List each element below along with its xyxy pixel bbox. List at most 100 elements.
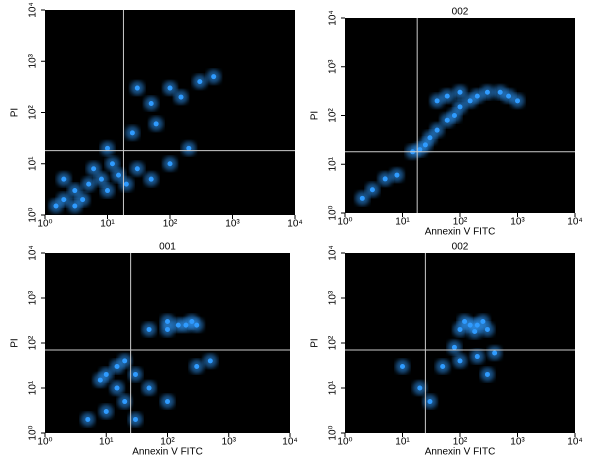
- y-tick-label: 10⁰: [28, 425, 39, 440]
- x-tick-label: 10²: [453, 437, 468, 448]
- event-point: [114, 385, 120, 391]
- event-point: [451, 344, 457, 350]
- x-tick-label: 10³: [225, 219, 240, 230]
- event-point: [457, 326, 463, 332]
- y-tick-label: 10¹: [328, 380, 339, 395]
- y-tick-label: 10²: [28, 335, 39, 350]
- event-point: [91, 166, 97, 172]
- x-tick-label: 10⁰: [37, 437, 52, 448]
- event-point: [85, 416, 91, 422]
- x-tick-label: 10²: [163, 219, 178, 230]
- event-point: [134, 85, 140, 91]
- y-tick-label: 10¹: [28, 156, 39, 171]
- event-point: [53, 203, 59, 209]
- event-point: [506, 93, 512, 99]
- x-tick-label: 10³: [510, 217, 525, 228]
- event-point: [134, 166, 140, 172]
- y-tick-label: 10⁴: [328, 245, 339, 260]
- chart-title: 002: [452, 242, 469, 253]
- chart-title: 001: [159, 242, 176, 253]
- x-tick-label: 10²: [160, 437, 175, 448]
- x-tick-label: 10³: [510, 437, 525, 448]
- y-tick-label: 10²: [28, 105, 39, 120]
- event-point: [422, 142, 428, 148]
- event-point: [457, 104, 463, 110]
- x-tick-label: 10³: [222, 437, 237, 448]
- event-point: [457, 89, 463, 95]
- event-point: [132, 416, 138, 422]
- y-axis-label: PI: [310, 111, 321, 120]
- x-tick-label: 10²: [453, 217, 468, 228]
- event-point: [194, 364, 200, 370]
- event-point: [207, 358, 213, 364]
- event-point: [400, 364, 405, 370]
- x-tick-label: 10⁰: [337, 437, 352, 448]
- event-point: [457, 358, 463, 364]
- plot-area: [345, 253, 575, 433]
- x-tick-label: 10⁴: [567, 437, 582, 448]
- x-axis-label: Annexin V FITC: [425, 447, 496, 458]
- event-point: [80, 197, 86, 203]
- event-point: [462, 319, 468, 325]
- event-point: [129, 130, 135, 136]
- event-point: [484, 89, 490, 95]
- y-tick-label: 10¹: [28, 380, 39, 395]
- event-point: [148, 100, 154, 106]
- event-point: [148, 176, 154, 182]
- event-point: [434, 98, 440, 104]
- event-point: [153, 121, 159, 127]
- x-tick-label: 10⁴: [282, 437, 297, 448]
- event-point: [417, 385, 423, 391]
- event-point: [123, 181, 129, 187]
- y-tick-label: 10⁰: [328, 205, 339, 220]
- event-point: [369, 187, 375, 193]
- event-point: [105, 188, 110, 194]
- event-point: [146, 326, 152, 332]
- event-point: [165, 319, 170, 325]
- event-point: [109, 161, 115, 167]
- x-tick-label: 10⁴: [287, 219, 302, 230]
- event-point: [382, 176, 388, 182]
- event-point: [86, 181, 92, 187]
- y-tick-label: 10²: [328, 108, 339, 123]
- event-point: [116, 172, 122, 178]
- event-point: [122, 358, 128, 364]
- event-point: [122, 399, 128, 405]
- event-point: [484, 326, 490, 332]
- event-point: [444, 93, 450, 99]
- event-point: [480, 319, 486, 325]
- event-point: [211, 74, 217, 80]
- event-point: [103, 409, 109, 415]
- event-point: [515, 98, 520, 104]
- y-axis-label: PI: [10, 108, 21, 117]
- event-point: [97, 377, 103, 383]
- y-tick-label: 10⁰: [328, 425, 339, 440]
- event-point: [167, 85, 173, 91]
- event-point: [484, 371, 490, 377]
- event-point: [114, 364, 120, 370]
- y-tick-label: 10²: [328, 335, 339, 350]
- event-point: [98, 176, 104, 182]
- x-axis-label: Annexin V FITC: [425, 227, 496, 238]
- y-tick-label: 10³: [28, 290, 39, 305]
- y-tick-label: 10⁴: [28, 2, 39, 17]
- y-tick-label: 10³: [28, 53, 39, 68]
- y-tick-label: 10⁴: [28, 245, 39, 260]
- x-tick-label: 10⁰: [337, 217, 352, 228]
- event-point: [451, 113, 457, 118]
- y-tick-label: 10³: [328, 59, 339, 74]
- event-point: [72, 203, 78, 209]
- event-point: [474, 354, 480, 360]
- x-tick-label: 10¹: [100, 219, 115, 230]
- y-axis-label: PI: [310, 338, 321, 347]
- chart-title: 002: [452, 7, 469, 18]
- event-point: [61, 176, 67, 182]
- y-tick-label: 10³: [328, 290, 339, 305]
- x-tick-label: 10¹: [395, 217, 410, 228]
- event-point: [472, 329, 478, 335]
- event-point: [132, 371, 138, 377]
- event-point: [497, 89, 503, 95]
- event-point: [434, 127, 440, 133]
- x-tick-label: 10¹: [99, 437, 114, 448]
